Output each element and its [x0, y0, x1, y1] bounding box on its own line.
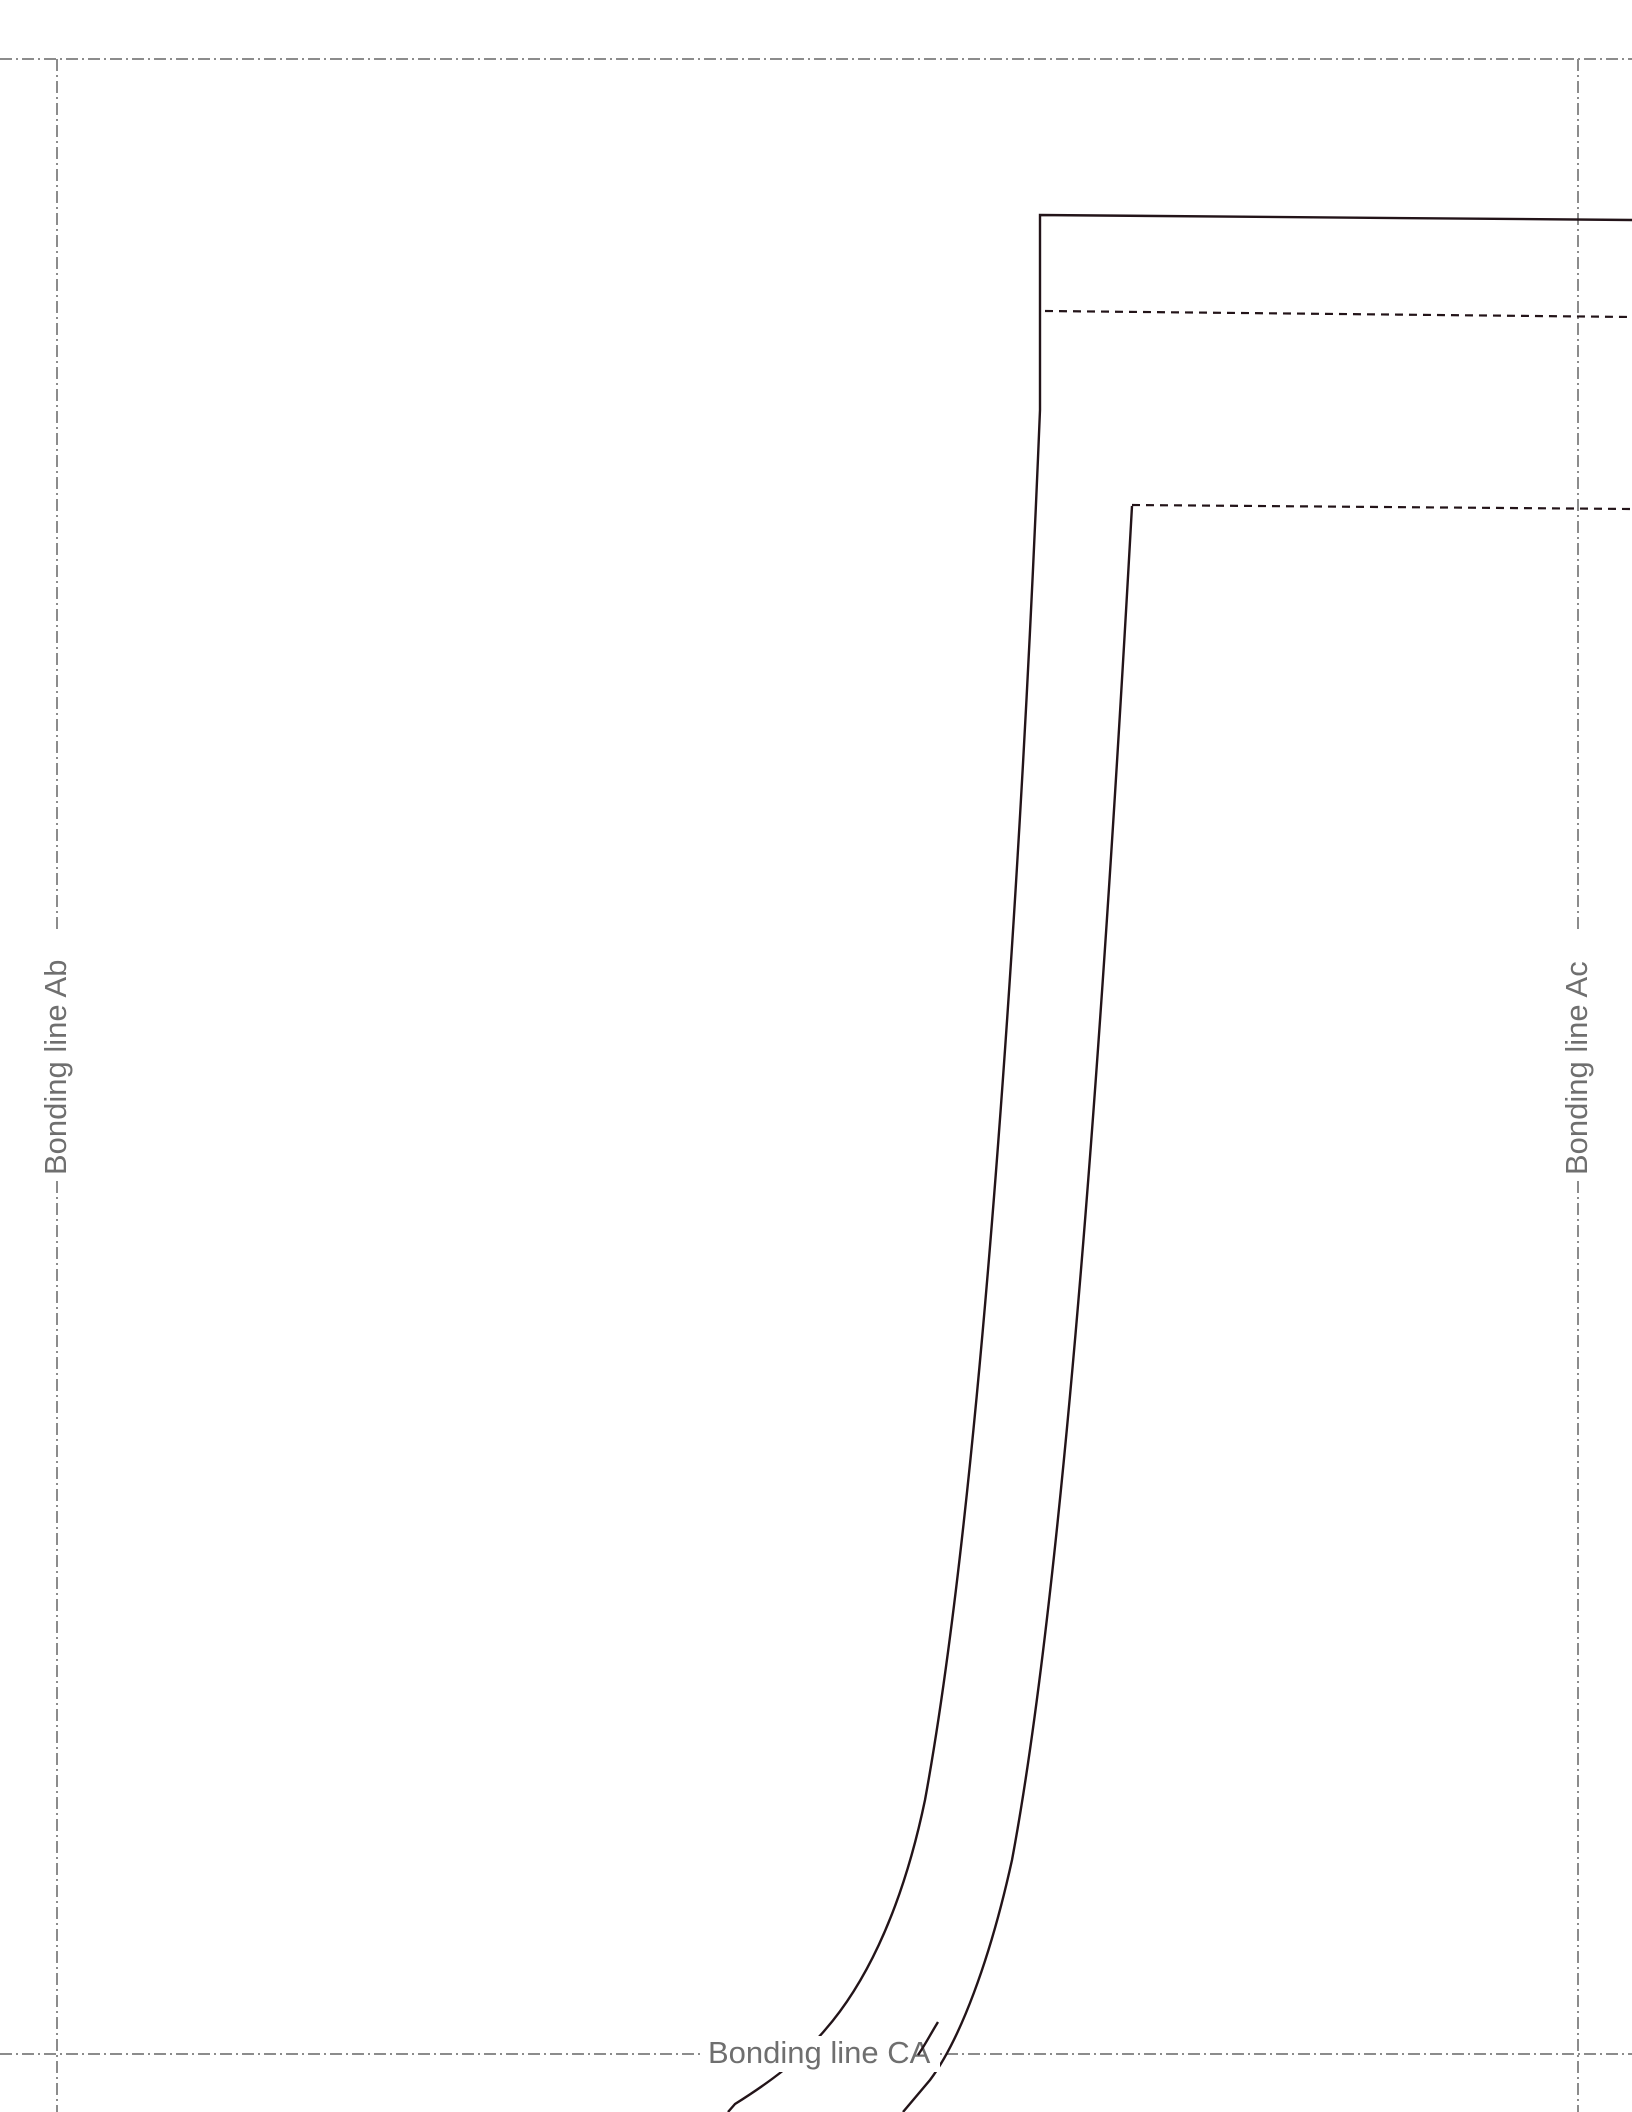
fold-line-upper — [1044, 309, 1632, 319]
bottom-bonding-label: Bonding line CA — [708, 2035, 931, 2070]
pattern-seam-line — [902, 505, 1134, 2112]
right-bonding-label: Bonding line Ac — [1559, 961, 1594, 1175]
pattern-seam-overlap — [917, 2021, 940, 2056]
left-bonding-label: Bonding line Ab — [38, 960, 73, 1175]
fold-line-lower — [1131, 503, 1632, 511]
pattern-cut-line — [727, 213, 1632, 2112]
